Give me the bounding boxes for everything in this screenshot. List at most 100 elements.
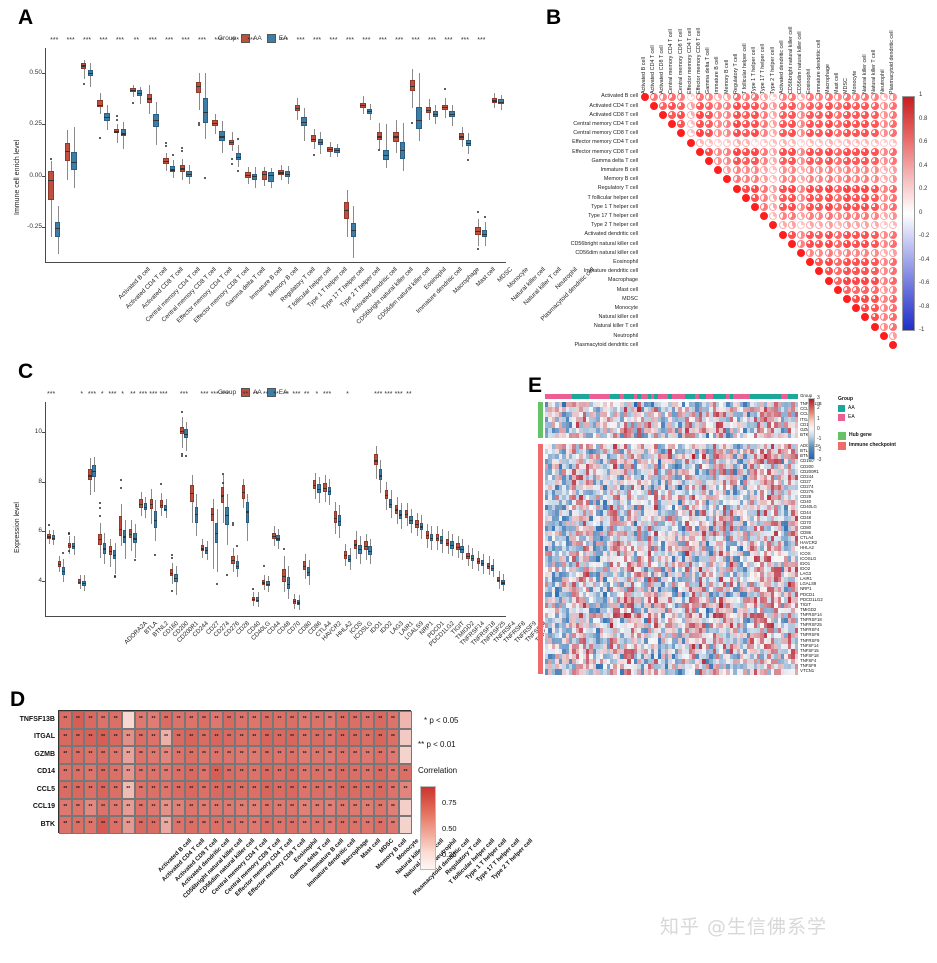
heatmap-cell: ** <box>323 763 337 781</box>
corr-pie-cell <box>723 120 732 129</box>
box-ea <box>378 469 382 481</box>
corr-pie-cell <box>796 120 806 129</box>
corr-pie-cell <box>824 202 833 212</box>
pie-wedge <box>861 138 870 147</box>
pie-wedge <box>815 120 824 129</box>
corr-pie-cell <box>787 202 796 212</box>
pie-wedge <box>842 258 852 267</box>
expression-cell <box>633 412 638 418</box>
pie-wedge <box>787 184 796 193</box>
pie-wedge <box>888 147 898 156</box>
expression-cell <box>791 412 796 418</box>
corr-pie-cell <box>741 101 750 110</box>
box-aa <box>261 579 266 585</box>
corr-pie-cell <box>888 248 898 258</box>
pie-wedge <box>852 212 861 221</box>
corr-pie-cell <box>824 239 833 248</box>
pie-wedge <box>852 276 861 285</box>
corr-legend-tick: 0.2 <box>919 186 928 192</box>
pie-wedge <box>888 193 898 202</box>
group-annotation-cell <box>603 394 607 399</box>
heatmap-cell: ** <box>59 798 72 816</box>
heatmap-cell: ** <box>109 728 122 746</box>
heatmap-cell: ** <box>96 711 110 729</box>
corr-pie-cell <box>806 258 815 267</box>
corr-pie-cell <box>833 175 842 184</box>
box-ea <box>368 546 372 556</box>
group-annotation-cell <box>572 394 577 399</box>
legend-correlation-title: Correlation <box>418 766 458 775</box>
expression-cell <box>698 407 703 413</box>
expression-cell <box>733 412 737 418</box>
pie-wedge <box>833 92 842 101</box>
significance-marker: *** <box>362 37 371 44</box>
pie-wedge <box>760 175 769 184</box>
corr-pie-cell <box>787 156 796 166</box>
corr-row-label: Immature B cell <box>600 167 638 173</box>
corr-pie-cell <box>870 110 879 120</box>
corr-legend-tick: 0.6 <box>919 139 928 145</box>
expression-cell <box>606 417 611 423</box>
median-line <box>251 599 256 601</box>
expression-cell <box>716 412 720 418</box>
pie-wedge <box>824 258 833 267</box>
median-line <box>480 563 485 565</box>
median-line <box>169 573 174 575</box>
median-line <box>204 550 209 552</box>
box-aa <box>261 171 268 180</box>
pie-wedge <box>815 175 824 184</box>
corr-pie-cell <box>888 175 898 184</box>
corr-pie-cell <box>833 230 842 239</box>
group-annotation-cell <box>685 394 690 399</box>
heatmap-cell: ** <box>185 816 198 834</box>
pie-wedge <box>870 221 879 230</box>
median-line <box>429 537 434 539</box>
outlier-point <box>170 554 173 557</box>
median-line <box>282 576 286 578</box>
pie-wedge <box>861 285 870 294</box>
median-line <box>491 568 495 570</box>
expression-cell <box>678 412 683 418</box>
pie-wedge <box>704 110 714 120</box>
pie-wedge <box>861 101 870 110</box>
corr-pie-cell <box>778 138 787 147</box>
corr-pie-cell <box>852 156 861 166</box>
x-axis <box>45 262 506 263</box>
expression-cell <box>633 422 638 428</box>
median-line <box>301 122 307 124</box>
corr-pie-cell <box>815 129 824 138</box>
outlier-point <box>378 148 381 151</box>
outlier-point <box>180 453 183 456</box>
pie-wedge <box>815 166 824 175</box>
outlier-point <box>68 532 71 535</box>
median-line <box>231 560 235 562</box>
expression-cell <box>558 402 563 408</box>
median-line <box>394 509 399 511</box>
median-line <box>296 602 301 604</box>
pie-wedge <box>769 202 778 212</box>
pie-wedge <box>649 101 658 110</box>
corr-pie-cell <box>824 175 833 184</box>
box-ea <box>102 542 106 554</box>
pie-wedge <box>824 175 833 184</box>
corr-pie-cell <box>760 120 769 129</box>
heatmap-cell: ** <box>59 711 72 729</box>
pie-wedge <box>732 138 741 147</box>
expression-cell <box>599 417 604 423</box>
corr-pie-cell <box>842 230 852 239</box>
corr-pie-cell <box>833 202 842 212</box>
correlation-legend-tick: 0.25 <box>442 850 457 859</box>
corr-pie-cell <box>888 340 898 350</box>
corr-pie-cell <box>861 101 870 110</box>
pie-wedge <box>852 184 861 193</box>
expression-cell <box>791 407 796 413</box>
heatmap-cell: ** <box>159 781 173 799</box>
expression-cell <box>616 412 621 418</box>
pie-wedge <box>852 258 861 267</box>
expression-cell <box>579 402 583 408</box>
corr-col-label: CD56dim natural killer cell <box>797 31 804 94</box>
outlier-point <box>68 550 71 553</box>
corr-pie-cell <box>852 147 861 156</box>
corr-pie-cell <box>870 230 879 239</box>
expression-cell <box>750 417 754 423</box>
